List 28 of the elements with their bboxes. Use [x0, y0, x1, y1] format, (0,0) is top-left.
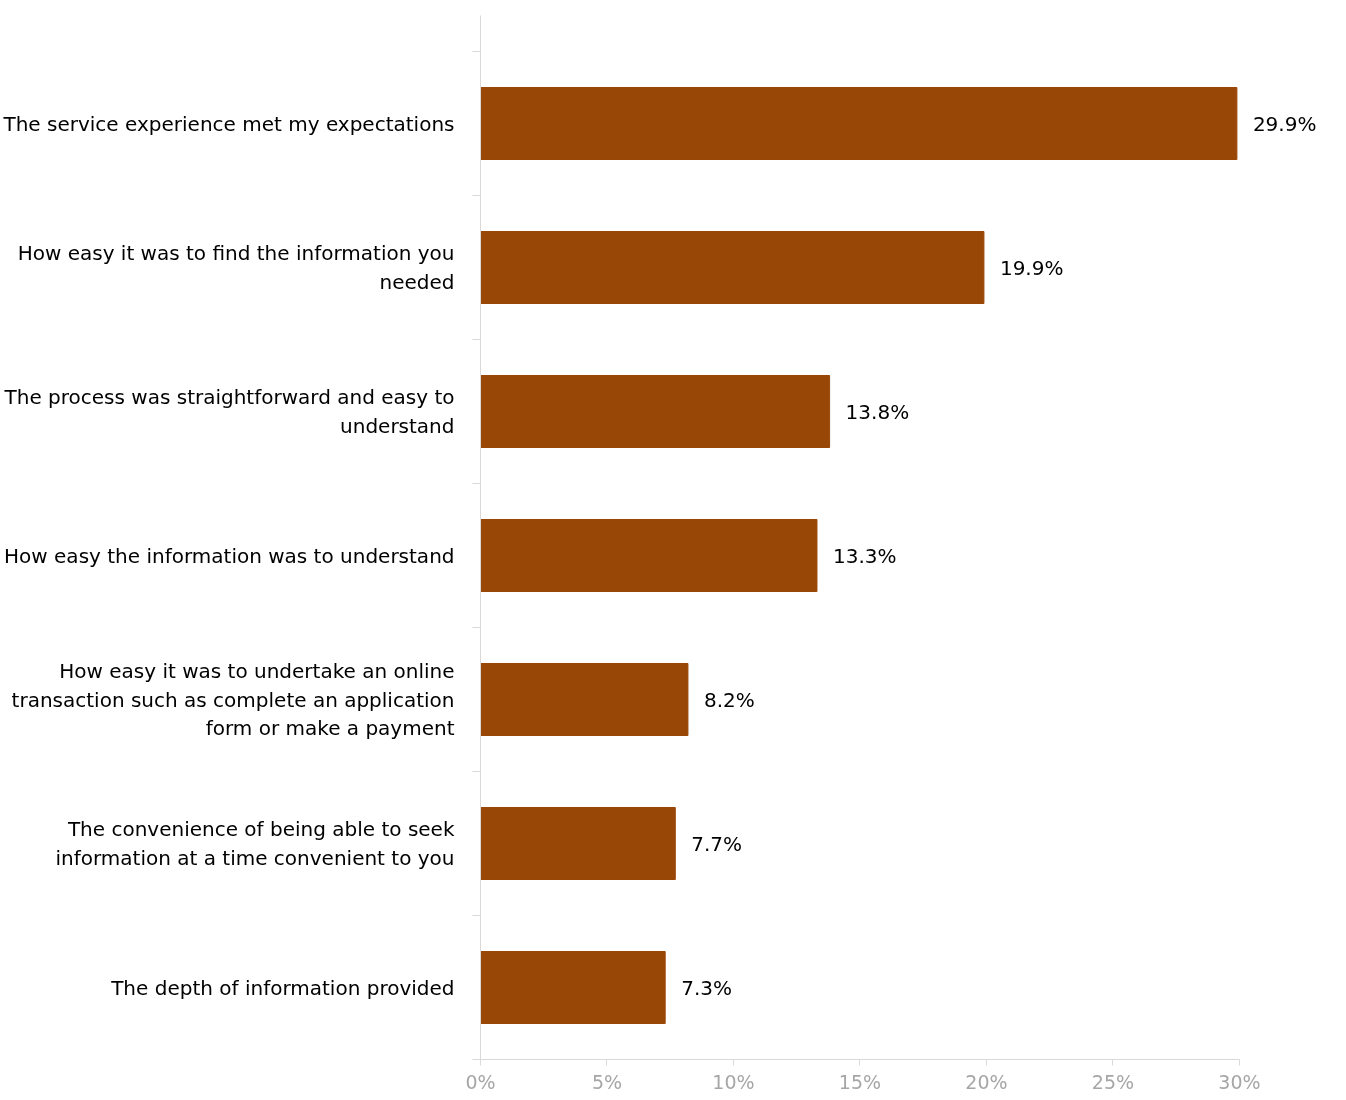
- x-tick-label: 15%: [838, 1070, 882, 1093]
- bar: [480, 519, 818, 592]
- bar: [480, 231, 985, 304]
- x-tick-label: 30%: [1218, 1070, 1261, 1093]
- x-tick-label: 10%: [712, 1070, 755, 1093]
- bar: [480, 375, 831, 448]
- data-label: 8.2%: [703, 687, 755, 712]
- data-label: 13.3%: [832, 543, 897, 568]
- y-tick-label: The service experience met my expectations: [2, 111, 455, 136]
- y-tick-label: The convenience of being able to seek information at a time convenient to you: [55, 817, 455, 870]
- bar: [480, 663, 689, 736]
- x-tick-label: 0%: [465, 1070, 496, 1093]
- x-tick-label: 20%: [965, 1070, 1008, 1093]
- data-label: 13.8%: [845, 399, 910, 424]
- y-tick-label: The depth of information provided: [110, 975, 455, 1000]
- y-tick-label: How easy it was to undertake an online transaction such as complete an application form or make a payment: [11, 658, 455, 741]
- data-label: 19.9%: [999, 255, 1064, 280]
- x-tick-label: 5%: [591, 1070, 623, 1093]
- y-tick-label: How easy it was to find the information you needed: [17, 241, 455, 294]
- bar: [480, 951, 666, 1024]
- y-tick-label: How easy the information was to understand: [4, 543, 455, 568]
- data-label: 29.9%: [1252, 111, 1317, 136]
- data-label: 7.3%: [681, 975, 732, 1000]
- data-label: 7.7%: [691, 831, 743, 856]
- bar: [480, 807, 676, 880]
- x-tick-label: 25%: [1091, 1070, 1135, 1093]
- bar: [480, 87, 1238, 160]
- y-tick-label: The process was straightforward and easy to understand: [3, 385, 455, 438]
